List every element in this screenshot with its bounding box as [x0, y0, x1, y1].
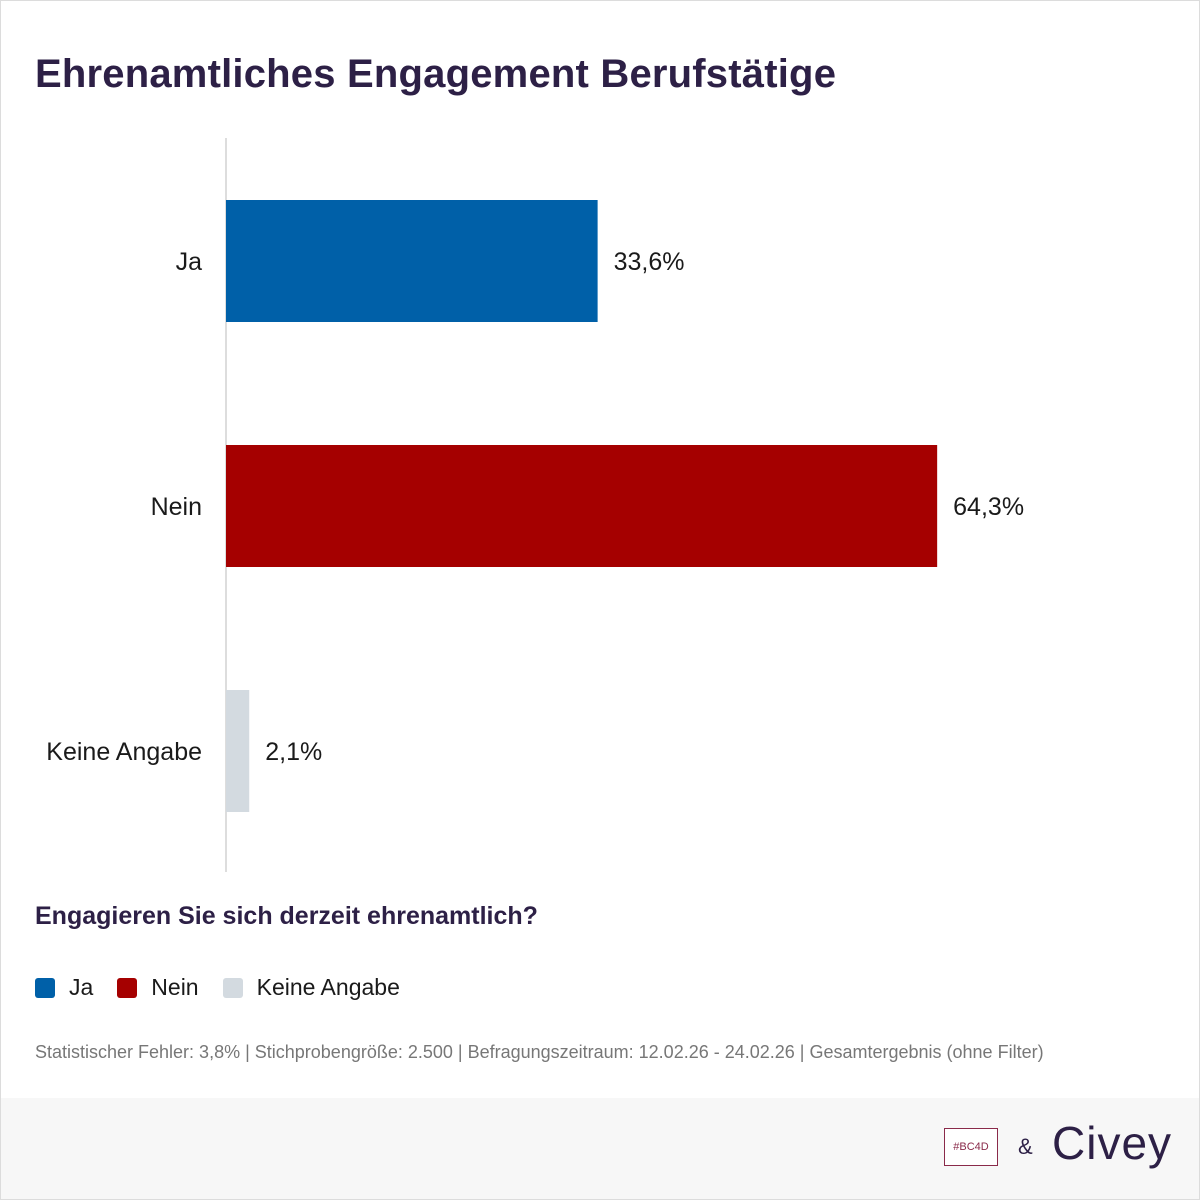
ampersand: &	[1018, 1134, 1033, 1159]
partner-logo: #BC4D	[944, 1128, 998, 1166]
legend-item-nein: Nein	[117, 974, 199, 1001]
civey-logo: Civey	[1052, 1117, 1173, 1169]
legend-label-keine-angabe: Keine Angabe	[256, 974, 400, 1000]
legend-item-ja: Ja	[35, 974, 93, 1001]
value-label-keine-angabe: 2,1%	[265, 738, 322, 766]
legend-item-keine-angabe: Keine Angabe	[222, 974, 400, 1001]
footer-bar	[1, 1098, 1199, 1199]
category-label-ja: Ja	[176, 248, 203, 276]
bar-ja	[226, 200, 598, 322]
bar-nein	[226, 445, 938, 567]
footnote: Statistischer Fehler: 3,8% | Stichproben…	[35, 1042, 1044, 1062]
legend-swatch-keine-angabe	[222, 977, 243, 998]
survey-question: Engagieren Sie sich derzeit ehrenamtlich…	[35, 902, 538, 930]
value-label-nein: 64,3%	[953, 493, 1024, 521]
chart-title: Ehrenamtliches Engagement Berufstätige	[35, 52, 837, 96]
value-label-ja: 33,6%	[614, 248, 685, 276]
legend: Ja Nein Keine Angabe	[35, 974, 424, 1001]
legend-swatch-ja	[35, 977, 55, 998]
bar-keine-angabe	[226, 690, 250, 812]
category-label-nein: Nein	[151, 493, 202, 521]
legend-label-ja: Ja	[69, 974, 94, 1000]
bar-chart: Ja 33,6% Nein 64,3% Keine Angabe 2,1%	[46, 138, 1024, 872]
category-label-keine-angabe: Keine Angabe	[46, 738, 202, 766]
legend-label-nein: Nein	[151, 974, 199, 1000]
legend-swatch-nein	[117, 977, 138, 998]
